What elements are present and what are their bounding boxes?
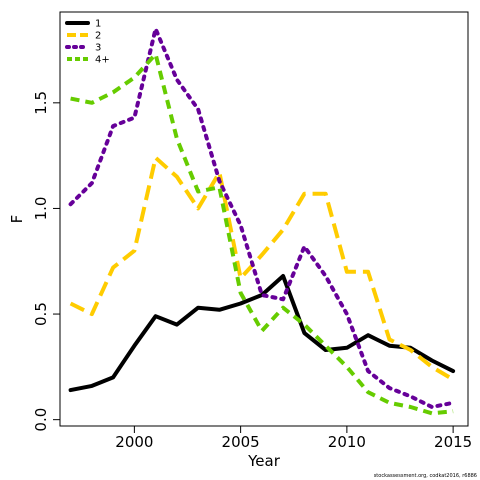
y-axis-title: F bbox=[8, 215, 26, 224]
series-line-2 bbox=[69, 155, 455, 382]
series-line-3 bbox=[68, 26, 456, 409]
y-tick-label: 0.0 bbox=[32, 408, 50, 432]
legend-label-1: 1 bbox=[95, 19, 101, 30]
y-tick-label: 0.5 bbox=[32, 302, 50, 326]
series-line-4 bbox=[70, 52, 454, 416]
x-tick-label: 2000 bbox=[115, 433, 153, 451]
x-tick-label: 2005 bbox=[222, 433, 260, 451]
legend-label-4: 4+ bbox=[95, 55, 110, 66]
credit-text: stockassessment.org, codkat2016, r6886 bbox=[374, 473, 477, 479]
y-tick-label: 1.5 bbox=[32, 91, 50, 115]
legend-label-2: 2 bbox=[95, 31, 101, 42]
legend-label-3: 3 bbox=[95, 43, 101, 54]
x-tick-label: 2015 bbox=[434, 433, 472, 451]
x-tick-label: 2010 bbox=[328, 433, 366, 451]
y-tick-label: 1.0 bbox=[32, 197, 50, 221]
data-lines bbox=[68, 26, 456, 416]
x-axis-title: Year bbox=[247, 452, 281, 470]
series-line-1 bbox=[68, 274, 456, 393]
axes: 2000 2005 2010 2015 0.0 0.5 1.0 1.5 bbox=[32, 91, 472, 451]
